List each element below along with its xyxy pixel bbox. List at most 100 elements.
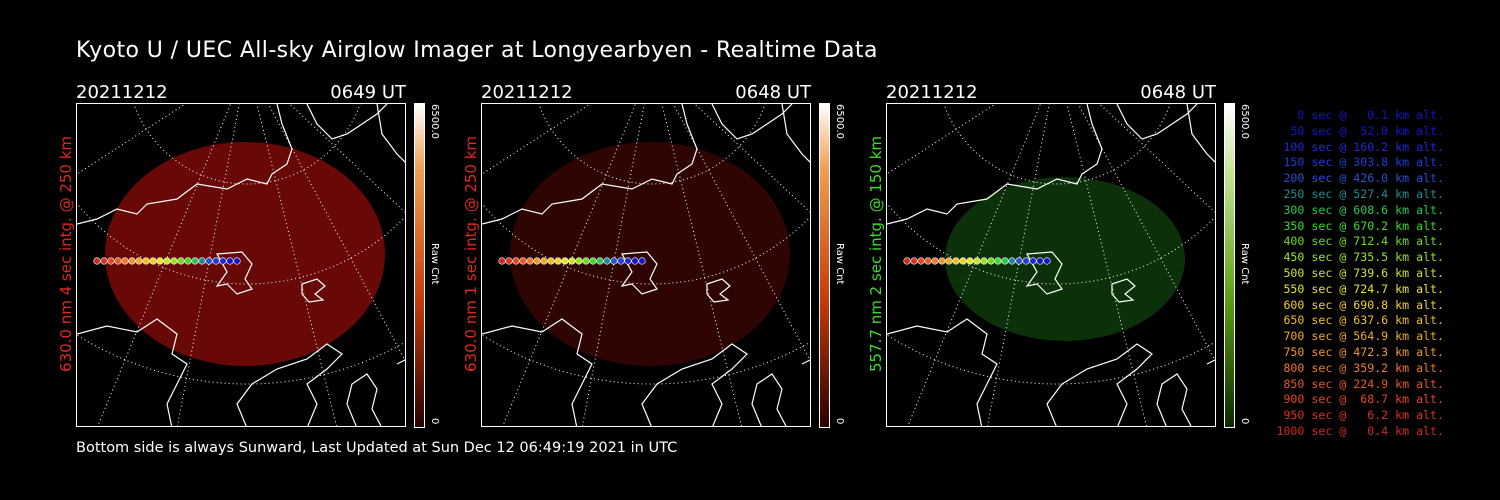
- colorbar: [1224, 103, 1235, 428]
- coastline: [236, 343, 343, 426]
- panel-time: 0648 UT: [1140, 82, 1216, 103]
- longitude-gridline: [256, 104, 338, 426]
- legend-entry: 150 sec @ 303.8 km alt.: [1283, 155, 1444, 170]
- longitude-gridline: [77, 104, 187, 175]
- trajectory-point: [533, 257, 541, 265]
- colorbar-min-label: 0: [429, 418, 440, 425]
- trajectory-point: [994, 257, 1002, 265]
- legend-entry: 750 sec @ 472.3 km alt.: [1283, 344, 1444, 359]
- trajectory-point: [1043, 257, 1051, 265]
- trajectory-point: [212, 257, 220, 265]
- footer-note: Bottom side is always Sunward, Last Upda…: [76, 440, 678, 456]
- trajectory-point: [149, 257, 157, 265]
- legend-entry: 250 sec @ 527.4 km alt.: [1283, 186, 1444, 201]
- trajectory-point: [93, 257, 101, 265]
- longitude-gridline: [907, 104, 1042, 426]
- trajectory-point: [603, 257, 611, 265]
- longitude-gridline: [887, 104, 997, 175]
- trajectory-point: [135, 257, 143, 265]
- legend-entry: 200 sec @ 426.0 km alt.: [1283, 171, 1444, 186]
- legend-entry: 500 sec @ 739.6 km alt.: [1283, 265, 1444, 280]
- trajectory-point: [938, 257, 946, 265]
- coastline: [781, 104, 810, 163]
- colorbar-unit-label: Raw Cnt: [1239, 243, 1250, 285]
- colorbar: [819, 103, 830, 428]
- legend-entry: 800 sec @ 359.2 km alt.: [1283, 360, 1444, 375]
- legend-entry: 50 sec @ 52.0 km alt.: [1290, 123, 1444, 138]
- legend-entry: 600 sec @ 690.8 km alt.: [1283, 297, 1444, 312]
- trajectory-point: [617, 257, 625, 265]
- longitude-gridline: [581, 104, 645, 426]
- airglow-region: [945, 177, 1185, 341]
- longitude-gridline: [482, 104, 592, 175]
- panel-ylabel: 557.7 nm 2 sec intg. @ 150 km: [867, 135, 885, 372]
- latitude-gridline: [538, 104, 766, 185]
- allsky-image: [481, 103, 811, 427]
- legend-entry: 300 sec @ 608.6 km alt.: [1283, 202, 1444, 217]
- trajectory-point: [987, 257, 995, 265]
- trajectory-point: [596, 257, 604, 265]
- coastline: [887, 104, 1103, 225]
- colorbar-max-label: 6500.0: [834, 104, 845, 139]
- longitude-gridline: [672, 104, 810, 362]
- trajectory-point: [519, 257, 527, 265]
- trajectory-point: [184, 257, 192, 265]
- trajectory-point: [589, 257, 597, 265]
- longitude-gridline: [661, 104, 743, 426]
- coastline: [751, 373, 787, 426]
- longitude-gridline: [986, 104, 1050, 426]
- trajectory-point: [1008, 257, 1016, 265]
- coastline: [1111, 278, 1136, 303]
- airglow-region: [510, 142, 790, 366]
- coastline: [1206, 359, 1215, 365]
- coastline: [215, 251, 253, 295]
- trajectory-point: [198, 257, 206, 265]
- panel-time: 0649 UT: [330, 82, 406, 103]
- trajectory-point: [1029, 257, 1037, 265]
- coastline: [1046, 343, 1153, 426]
- trajectory-point: [121, 257, 129, 265]
- panel-time: 0648 UT: [735, 82, 811, 103]
- legend-entry: 550 sec @ 724.7 km alt.: [1283, 281, 1444, 296]
- airglow-region: [105, 142, 385, 366]
- latitude-gridline: [943, 104, 1171, 185]
- coastline: [711, 104, 793, 140]
- legend-entry: 450 sec @ 735.5 km alt.: [1283, 250, 1444, 265]
- legend-entry: 100 sec @ 160.2 km alt.: [1283, 139, 1444, 154]
- legend-entry: 700 sec @ 564.9 km alt.: [1283, 329, 1444, 344]
- coastline: [376, 104, 405, 163]
- coastline: [482, 104, 698, 225]
- trajectory-point: [945, 257, 953, 265]
- coastline: [801, 359, 810, 365]
- trajectory-point: [924, 257, 932, 265]
- trajectory-point: [568, 257, 576, 265]
- legend-entry: 650 sec @ 637.6 km alt.: [1283, 313, 1444, 328]
- trajectory-point: [610, 257, 618, 265]
- trajectory-point: [952, 257, 960, 265]
- colorbar-min-label: 0: [834, 418, 845, 425]
- coastline: [482, 318, 593, 426]
- latitude-gridline: [133, 104, 361, 185]
- trajectory-point: [233, 257, 241, 265]
- trajectory-point: [142, 257, 150, 265]
- coastline: [396, 359, 405, 365]
- coastline: [887, 318, 998, 426]
- trajectory-point: [512, 257, 520, 265]
- coastline: [620, 251, 658, 295]
- longitude-gridline: [176, 104, 240, 426]
- coastline: [77, 104, 293, 225]
- legend-entry: 900 sec @ 68.7 km alt.: [1283, 392, 1444, 407]
- trajectory-point: [505, 257, 513, 265]
- longitude-gridline: [97, 104, 232, 426]
- coastline: [1025, 251, 1063, 295]
- longitude-gridline: [1066, 104, 1148, 426]
- legend-entry: 1000 sec @ 0.4 km alt.: [1276, 423, 1444, 438]
- trajectory-point: [966, 257, 974, 265]
- trajectory-point: [170, 257, 178, 265]
- trajectory-point: [631, 257, 639, 265]
- trajectory-point: [910, 257, 918, 265]
- trajectory-point: [959, 257, 967, 265]
- trajectory-point: [205, 257, 213, 265]
- trajectory-point: [219, 257, 227, 265]
- trajectory-point: [540, 257, 548, 265]
